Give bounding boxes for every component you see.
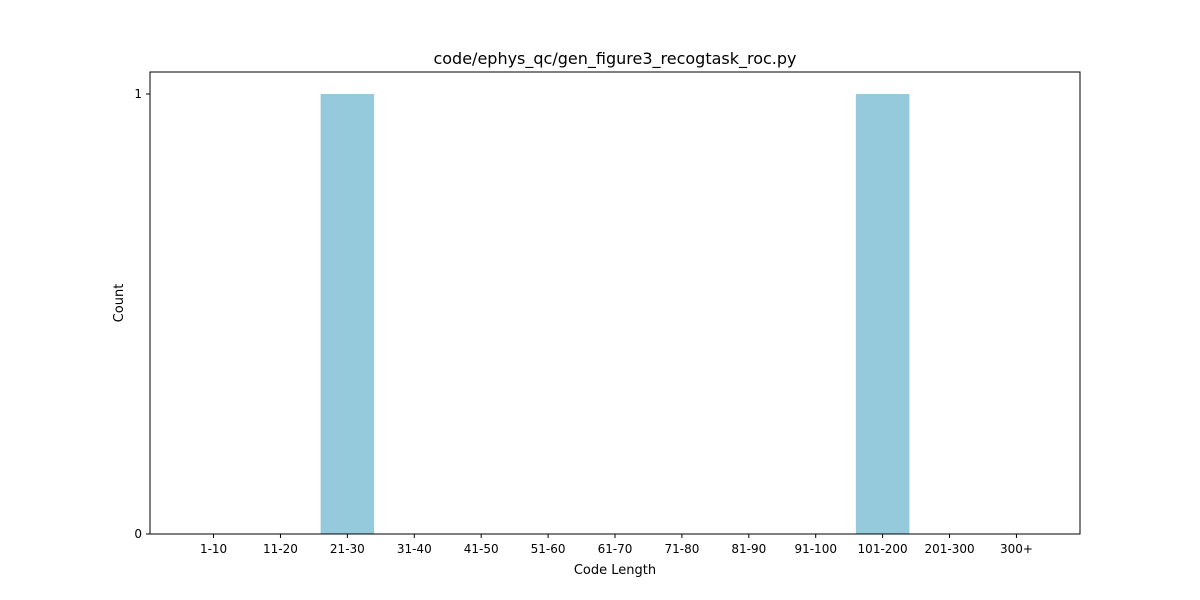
x-axis-ticks: 1-10 11-20 21-30 31-40 41-50 51-60 61-70 71-80 8… (200, 534, 1033, 556)
x-tick-label: 91-100 (794, 542, 837, 556)
y-tick-label: 1 (134, 87, 142, 101)
y-tick-label: 0 (134, 527, 142, 541)
x-tick-label: 61-70 (598, 542, 633, 556)
bar-21-30 (320, 94, 375, 534)
x-tick-label: 201-300 (924, 542, 974, 556)
y-axis-ticks: 01 (134, 87, 150, 541)
x-tick-label: 51-60 (531, 542, 566, 556)
y-axis-label: Count (112, 284, 127, 323)
x-tick-label: 11-20 (263, 542, 298, 556)
x-tick-label: 41-50 (464, 542, 499, 556)
x-tick-label: 101-200 (858, 542, 908, 556)
bar-101-200 (855, 94, 910, 534)
bars-group (320, 94, 910, 534)
x-tick-label: 71-80 (664, 542, 699, 556)
x-tick-label: 81-90 (731, 542, 766, 556)
x-tick-label: 31-40 (397, 542, 432, 556)
plot-frame (149, 71, 1081, 535)
x-tick-label: 1-10 (200, 542, 227, 556)
chart-title: code/ephys_qc/gen_figure3_recogtask_roc.… (433, 49, 796, 69)
x-axis-label: Code Length (574, 563, 656, 578)
x-tick-label: 21-30 (330, 542, 365, 556)
x-tick-label: 300+ (1000, 542, 1033, 556)
